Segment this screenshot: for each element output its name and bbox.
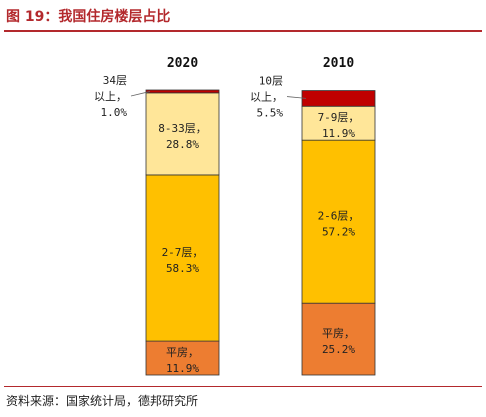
data-label-2020-2: 8-33层， <box>158 122 207 135</box>
category-label-2020: 2020 <box>167 56 198 71</box>
data-value-2010-3: 5.5% <box>257 107 284 120</box>
source-divider <box>4 386 482 387</box>
data-value-2020-0: 11.9% <box>166 362 199 375</box>
data-label-2020-3-line2: 以上， <box>94 90 127 103</box>
data-label-2010-1: 2-6层， <box>318 210 360 223</box>
data-label-2010-3-line1: 10层 <box>259 75 283 88</box>
data-label-2020-0: 平房， <box>166 346 199 359</box>
data-label-2010-3-line2: 以上， <box>250 91 283 104</box>
bar-segment-2010-2 <box>301 105 376 141</box>
bar-segment-2020-2 <box>145 92 220 176</box>
leader-line-2020 <box>130 91 151 97</box>
bar-segment-2010-1 <box>301 139 376 304</box>
bar-segment-2010-3 <box>301 90 376 107</box>
leader-line-2010 <box>286 96 307 99</box>
data-label-2020-1: 2-7层， <box>162 246 204 259</box>
source-note: 资料来源：国家统计局，德邦研究所 <box>6 394 199 408</box>
data-value-2010-1: 57.2% <box>322 226 355 239</box>
data-value-2020-2: 28.8% <box>166 138 199 151</box>
bar-segment-2020-0 <box>145 340 220 376</box>
bar-segment-2010-0 <box>301 302 376 376</box>
data-label-2020-3-line1: 34层 <box>103 74 127 87</box>
bar-segment-2020-3 <box>145 89 220 94</box>
data-label-2010-0: 平房， <box>322 327 355 340</box>
data-value-2010-2: 11.9% <box>322 127 355 140</box>
title-divider <box>4 30 482 32</box>
data-value-2020-1: 58.3% <box>166 262 199 275</box>
data-label-2010-2: 7-9层， <box>318 111 360 124</box>
data-value-2010-0: 25.2% <box>322 343 355 356</box>
category-label-2010: 2010 <box>323 56 354 71</box>
data-value-2020-3: 1.0% <box>101 106 128 119</box>
figure-title: 图 19：我国住房楼层占比 <box>6 9 171 25</box>
